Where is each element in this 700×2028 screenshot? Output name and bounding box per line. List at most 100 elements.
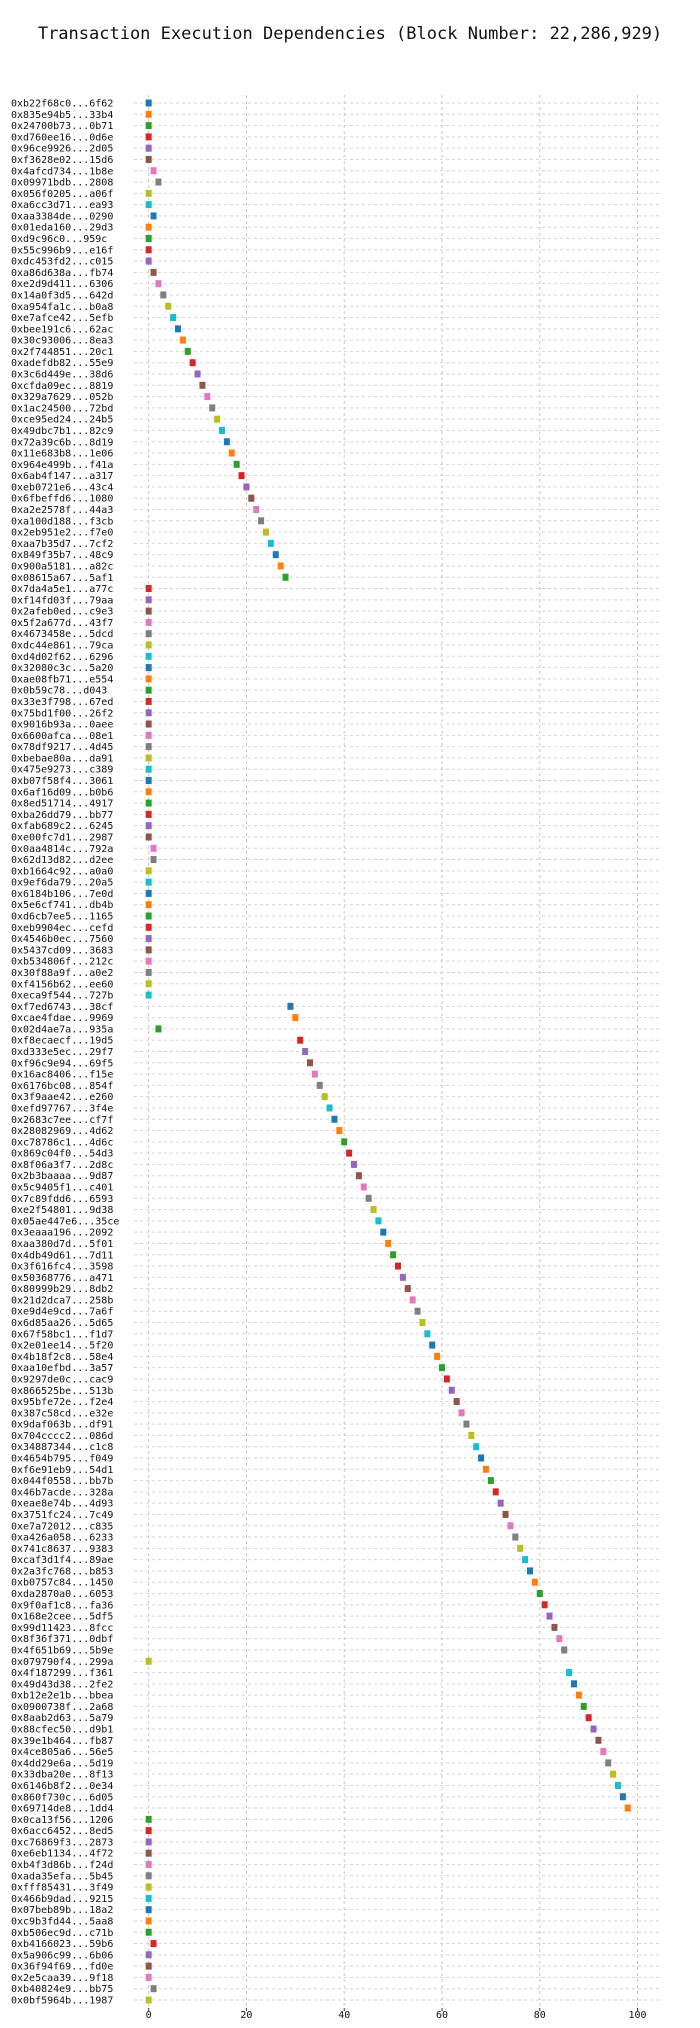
x-tick-label: 20 (240, 2010, 252, 2021)
tx-hash-label: 0xbee191c6...62ac (11, 324, 113, 335)
tx-point (517, 1544, 524, 1552)
tx-point (150, 1940, 157, 1948)
tx-point (145, 1657, 152, 1665)
tx-point (507, 1522, 514, 1530)
tx-point (145, 731, 152, 739)
tx-hash-label: 0x34887344...c1c8 (11, 1442, 113, 1453)
tx-hash-label: 0x02d4ae7a...935a (11, 1024, 113, 1035)
tx-hash-label: 0xd9c96c0...959c (11, 234, 107, 245)
tx-point (575, 1691, 582, 1699)
tx-hash-label: 0xb4166023...59b6 (11, 1939, 113, 1950)
tx-hash-label: 0x4f187299...f361 (11, 1668, 113, 1679)
tx-hash-label: 0x39e1b464...fb87 (11, 1736, 113, 1747)
tx-hash-label: 0xce95ed24...24b5 (11, 415, 113, 426)
tx-hash-label: 0xc9b3fd44...5aa8 (11, 1916, 113, 1927)
tx-point (145, 788, 152, 796)
tx-point (145, 652, 152, 660)
tx-hash-label: 0xb22f68c0...6f62 (11, 99, 113, 110)
tx-hash-label: 0xfab689c2...6245 (11, 821, 113, 832)
tx-hash-label: 0x866525be...513b (11, 1386, 113, 1397)
tx-hash-label: 0x80999b29...8db2 (11, 1284, 113, 1295)
tx-hash-label: 0x75bd1f00...26f2 (11, 708, 113, 719)
tx-point (165, 302, 172, 310)
data-points (145, 99, 631, 2004)
tx-point (297, 1036, 304, 1044)
tx-point (311, 1070, 318, 1078)
tx-hash-label: 0x36f94f69...fd0e (11, 1962, 113, 1973)
tx-point (209, 404, 216, 412)
tx-hash-label: 0x6600afca...08e1 (11, 731, 113, 742)
tx-point (150, 1985, 157, 1993)
tx-point (189, 359, 196, 367)
tx-point (253, 506, 260, 513)
tx-point (243, 483, 250, 491)
tx-hash-label: 0x2f744851...20c1 (11, 347, 113, 358)
tx-point (429, 1341, 436, 1349)
tx-point (145, 122, 152, 130)
tx-hash-label: 0x9ef6da79...20a5 (11, 878, 113, 889)
tx-point (155, 1025, 162, 1033)
tx-point (145, 1827, 152, 1835)
tx-point (497, 1499, 504, 1507)
tx-point (179, 336, 186, 344)
tx-hash-label: 0xb1664c92...a0a0 (11, 866, 113, 877)
tx-hash-label: 0x5e6cf741...db4b (11, 900, 113, 911)
tx-point (414, 1307, 421, 1315)
tx-hash-label: 0x5437cd09...3683 (11, 945, 113, 956)
tx-point (145, 155, 152, 163)
tx-hash-label: 0x9daf063b...df91 (11, 1420, 113, 1431)
tx-hash-label: 0x5c9405f1...c401 (11, 1183, 113, 1194)
tx-point (399, 1273, 406, 1281)
tx-point (419, 1319, 426, 1326)
tx-hash-label: 0x0b59c78...d043 (11, 686, 107, 697)
tx-hash-label: 0x3c6d449e...38d6 (11, 370, 113, 381)
tx-hash-label: 0x95bfe72e...f2e4 (11, 1397, 113, 1408)
tx-point (145, 235, 152, 242)
tx-hash-label: 0xada35efa...5b45 (11, 1871, 113, 1882)
tx-point (145, 1951, 152, 1959)
tx-hash-label: 0x50368776...a471 (11, 1273, 113, 1284)
tx-point (204, 393, 211, 401)
tx-point (307, 1059, 313, 1067)
tx-hash-label: 0x2a3fc768...b853 (11, 1566, 113, 1577)
tx-point (624, 1804, 631, 1812)
tx-point (375, 1217, 382, 1225)
x-tick-label: 0 (146, 2010, 152, 2021)
tx-hash-label: 0x4546b0ec...7560 (11, 934, 113, 945)
tx-hash-label: 0xe2d9d411...6306 (11, 279, 113, 290)
tx-hash-label: 0xeb9904ec...cefd (11, 923, 113, 934)
tx-point (331, 1115, 338, 1123)
tx-point (380, 1228, 387, 1236)
tx-point (448, 1386, 455, 1394)
tx-point (610, 1770, 617, 1778)
tx-point (170, 314, 177, 322)
tx-point (145, 1906, 152, 1914)
tx-point (150, 844, 157, 852)
tx-point (424, 1330, 431, 1338)
tx-point (145, 585, 152, 593)
tx-point (316, 1081, 323, 1089)
tx-hash-label: 0x079790f4...299a (11, 1657, 113, 1668)
tx-point (272, 551, 279, 559)
tx-hash-label: 0xf96c9e94...69f5 (11, 1058, 113, 1069)
tx-point (409, 1296, 416, 1304)
tx-point (145, 664, 152, 672)
tx-point (145, 923, 152, 931)
tx-point (145, 1917, 152, 1925)
tx-hash-label: 0x6176bc08...854f (11, 1081, 113, 1092)
tx-point (145, 189, 152, 197)
tx-point (145, 1849, 152, 1857)
tx-point (145, 257, 152, 265)
tx-hash-label: 0x96ce9926...2d05 (11, 144, 113, 155)
tx-point (145, 720, 152, 728)
tx-hash-label: 0xadefdb82...55e9 (11, 358, 113, 369)
tx-point (145, 618, 152, 626)
tx-hash-label: 0x28082969...4d62 (11, 1126, 113, 1137)
tx-point (160, 291, 167, 299)
tx-point (551, 1623, 558, 1631)
tx-hash-label: 0x72a39c6b...8d19 (11, 437, 113, 448)
tx-hash-label: 0x466b9dad...9215 (11, 1894, 113, 1905)
tx-point (615, 1781, 621, 1789)
tx-hash-label: 0xae08fb71...e554 (11, 674, 113, 685)
tx-point (619, 1793, 626, 1801)
